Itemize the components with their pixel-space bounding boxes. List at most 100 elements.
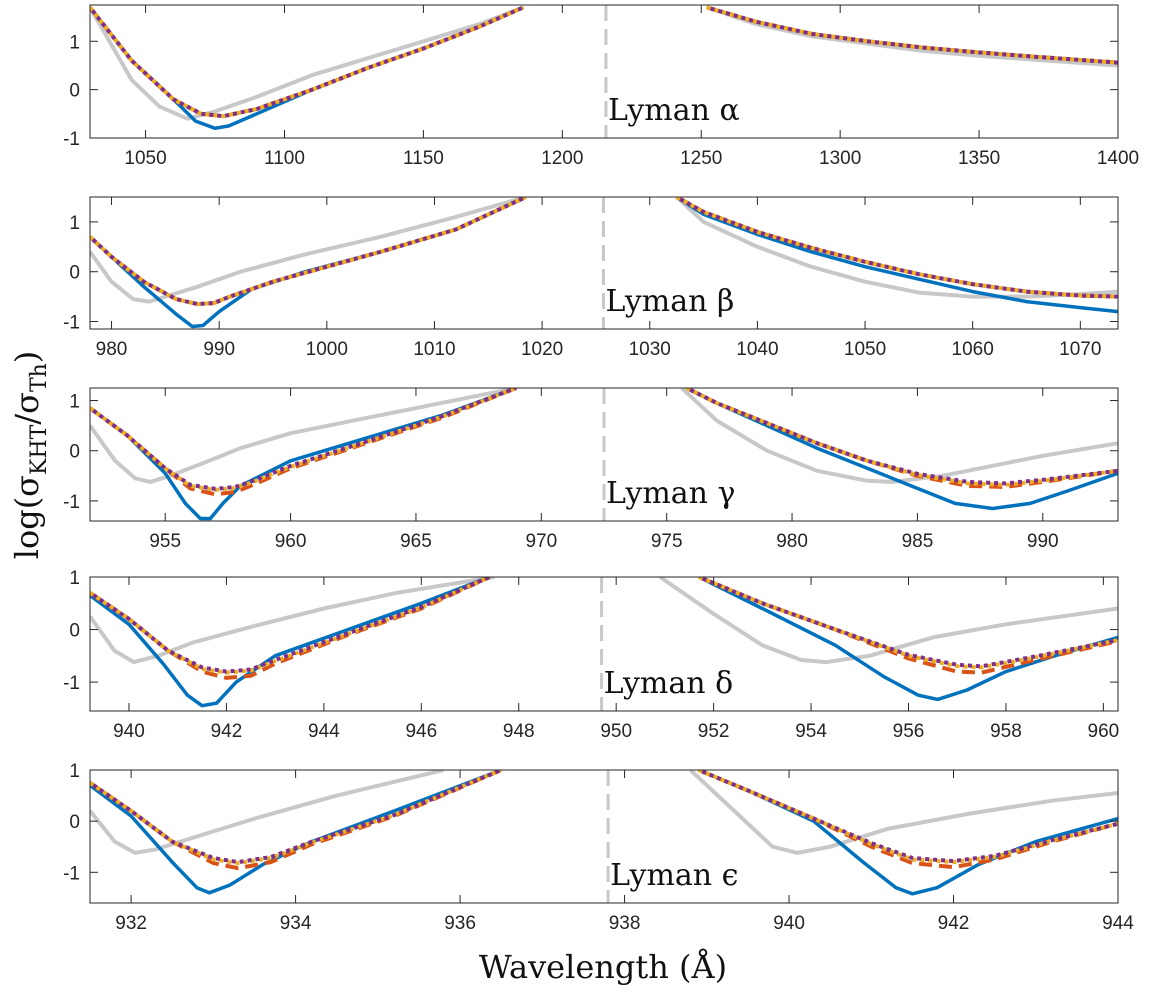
x-tick-label: 1350 — [958, 148, 1000, 169]
x-tick-label: 975 — [651, 531, 683, 552]
series-group — [90, 770, 1118, 896]
series-yellow-3 — [90, 388, 517, 492]
series-purple-4 — [90, 388, 517, 491]
series-yellow-8 — [706, 5, 1118, 65]
x-tick-label: 1150 — [403, 148, 444, 169]
x-tick-label: 1070 — [1059, 339, 1101, 360]
y-tick-label: 0 — [69, 442, 80, 463]
series-yellow-3 — [90, 577, 491, 675]
x-tick-label: 990 — [1027, 531, 1059, 552]
series-orange-2 — [90, 388, 517, 497]
x-tick-label: 936 — [444, 913, 476, 934]
series-yellow-8 — [698, 577, 1118, 670]
series-blue-1 — [90, 5, 525, 131]
y-tick-label: 1 — [69, 568, 80, 589]
x-tick-label: 958 — [990, 721, 1022, 742]
x-tick-label: 1000 — [306, 339, 348, 360]
y-tick-label: 0 — [69, 81, 80, 102]
series-yellow-8 — [685, 388, 1118, 487]
axes-box — [89, 769, 1119, 904]
series-yellow-3 — [90, 197, 527, 307]
series-orange-7 — [706, 5, 1118, 65]
x-tick-label: 942 — [938, 913, 970, 934]
panels-group: 1050 1100 1150 1200 1250 1300 1350 140010-1Lyma… — [63, 4, 1139, 934]
x-tick-label: 932 — [115, 913, 147, 934]
y-tick-label: 0 — [69, 621, 80, 642]
x-tick-label: 934 — [280, 913, 312, 934]
x-tick-label: 944 — [308, 721, 340, 742]
y-tick-label: -1 — [63, 673, 80, 694]
x-tick-label: 1400 — [1097, 148, 1139, 169]
series-blue-6 — [706, 5, 1118, 65]
series-group — [90, 197, 1118, 329]
x-tick-label: 960 — [275, 531, 307, 552]
x-tick-label: 954 — [795, 721, 827, 742]
x-tick-label: 942 — [211, 721, 243, 742]
series-group — [90, 388, 1118, 521]
y-tick-label: -1 — [63, 492, 80, 513]
series-gray-0 — [90, 577, 495, 665]
x-tick-label: 1250 — [680, 148, 722, 169]
panel-label: Lyman δ — [604, 666, 734, 701]
panel-3: 955 960 965 970 975 980 985 990 1 0 -1 Lyman γ — [63, 387, 1119, 552]
x-tick-label: 940 — [113, 721, 145, 742]
x-tick-label: 944 — [1102, 913, 1134, 934]
x-tick-label: 1030 — [629, 339, 671, 360]
x-tick-label: 985 — [902, 531, 934, 552]
x-tick-label: 1040 — [736, 339, 778, 360]
series-gray-5 — [706, 5, 1118, 68]
y-tick-label: 1 — [69, 213, 80, 234]
panel-1: 1050 1100 1150 1200 1250 1300 1350 1400 1 0 -1 Lyma… — [63, 4, 1139, 169]
series-purple-9 — [706, 5, 1118, 65]
x-tick-label: 950 — [600, 721, 632, 742]
y-axis-title: log(σKHT/σTh) — [8, 351, 52, 560]
x-tick-label: 946 — [405, 721, 437, 742]
series-blue-1 — [90, 770, 502, 895]
x-tick-label: 1060 — [952, 339, 994, 360]
series-gray-0 — [90, 5, 525, 121]
x-tick-label: 970 — [525, 531, 557, 552]
series-yellow-3 — [90, 5, 525, 119]
series-gray-5 — [680, 388, 1118, 484]
x-tick-label: 1100 — [264, 148, 305, 169]
series-purple-4 — [90, 577, 491, 674]
x-tick-label: 940 — [773, 913, 805, 934]
y-tick-label: -1 — [63, 863, 80, 884]
series-blue-1 — [90, 577, 491, 708]
x-tick-label: 980 — [776, 531, 808, 552]
panel-label: Lyman α — [608, 93, 740, 128]
series-blue-6 — [698, 577, 1118, 702]
panel-4: 940 942 944 946 948 950 952 954 956 958 960 1 0 -1 Lym… — [63, 568, 1119, 742]
series-orange-2 — [90, 770, 502, 871]
axes-box — [89, 196, 1119, 330]
series-orange-7 — [697, 770, 1118, 870]
x-tick-label: 1010 — [413, 339, 455, 360]
panel-label: Lyman ϵ — [610, 858, 738, 893]
series-blue-1 — [90, 388, 517, 521]
x-tick-label: 956 — [893, 721, 925, 742]
series-yellow-3 — [90, 770, 502, 866]
y-tick-label: 0 — [69, 812, 80, 833]
panel-2: 980 990 1000 1010 1020 1030 1040 1050 1060 1070 1 0… — [63, 196, 1119, 360]
series-blue-6 — [675, 197, 1118, 314]
series-yellow-8 — [675, 197, 1118, 299]
x-tick-label: 960 — [1088, 721, 1120, 742]
series-yellow-8 — [697, 770, 1118, 865]
series-gray-5 — [675, 197, 1118, 299]
x-tick-label: 965 — [400, 531, 432, 552]
x-tick-label: 1050 — [844, 339, 886, 360]
y-tick-label: -1 — [63, 129, 80, 150]
series-blue-6 — [697, 770, 1118, 896]
series-purple-9 — [685, 388, 1118, 486]
x-tick-label: 1050 — [124, 148, 166, 169]
series-orange-7 — [698, 577, 1118, 675]
series-purple-9 — [698, 577, 1118, 669]
x-tick-label: 1300 — [819, 148, 861, 169]
axes-box — [89, 4, 1119, 139]
y-tick-label: 0 — [69, 263, 80, 284]
series-purple-4 — [90, 197, 527, 307]
x-tick-label: 952 — [698, 721, 730, 742]
panel-label: Lyman γ — [606, 476, 735, 511]
axes-box — [89, 387, 1119, 522]
